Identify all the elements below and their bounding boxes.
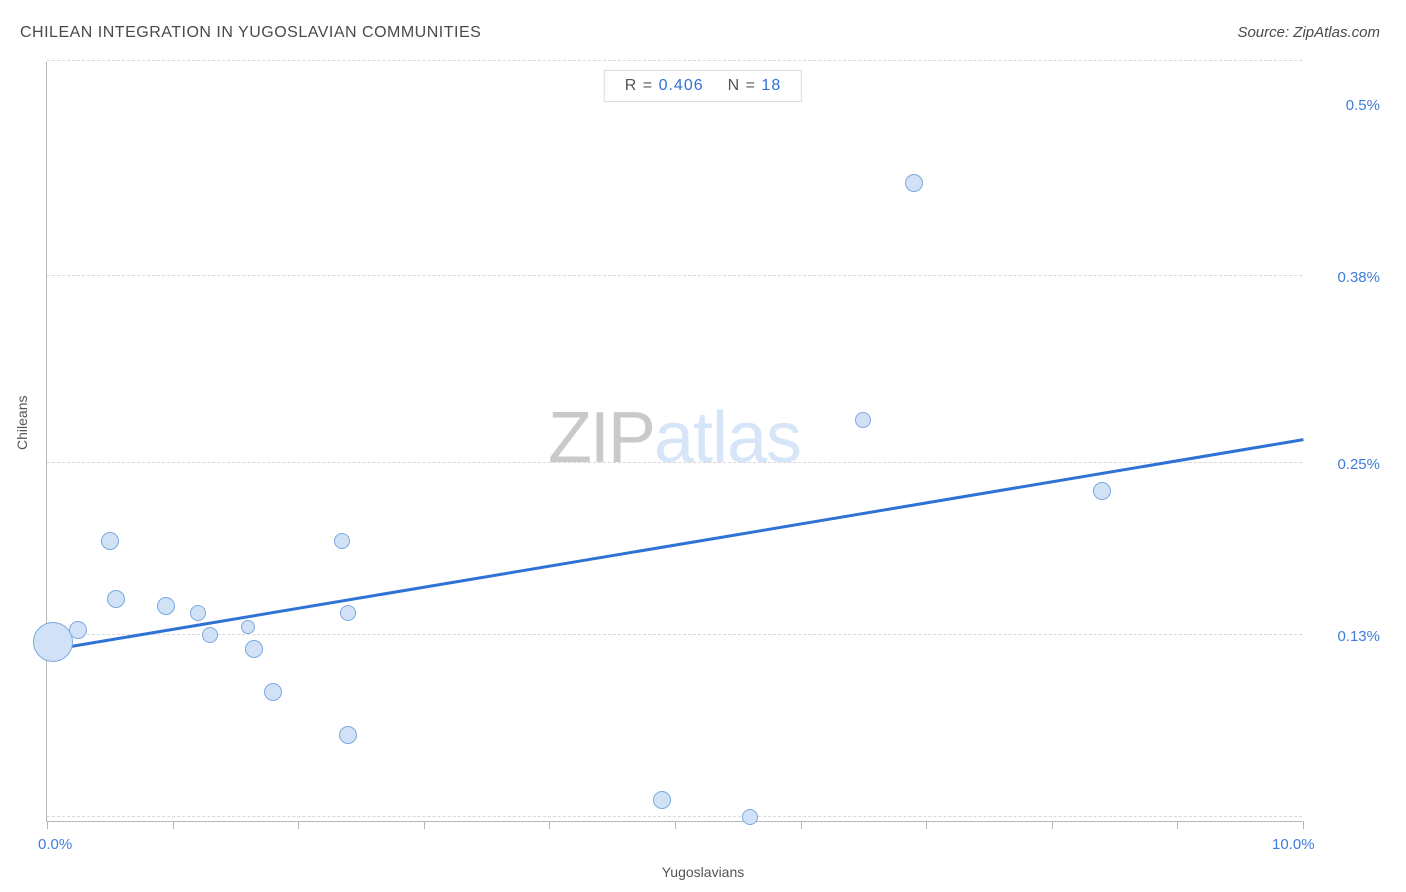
watermark-atlas: atlas bbox=[654, 397, 801, 477]
data-point bbox=[241, 620, 255, 634]
y-axis-tick-label: 0.25% bbox=[1337, 456, 1380, 473]
stat-r-value: 0.406 bbox=[659, 77, 704, 94]
y-axis-tick-label: 0.13% bbox=[1337, 628, 1380, 645]
data-point bbox=[905, 174, 923, 192]
stats-box: R = 0.406 N = 18 bbox=[604, 70, 802, 102]
x-tick bbox=[47, 821, 48, 829]
x-tick bbox=[424, 821, 425, 829]
y-axis-tick-label: 0.38% bbox=[1337, 269, 1380, 286]
data-point bbox=[157, 597, 175, 615]
data-point bbox=[107, 590, 125, 608]
x-tick bbox=[1052, 821, 1053, 829]
data-point bbox=[339, 726, 357, 744]
gridline-horizontal bbox=[47, 462, 1302, 463]
data-point bbox=[334, 533, 350, 549]
watermark: ZIPatlas bbox=[548, 396, 801, 478]
gridline-horizontal bbox=[47, 60, 1302, 61]
x-axis-label: Yugoslavians bbox=[662, 864, 745, 880]
y-axis-tick-label: 0.5% bbox=[1346, 97, 1380, 114]
data-point bbox=[69, 621, 87, 639]
data-point bbox=[202, 627, 218, 643]
x-tick bbox=[1303, 821, 1304, 829]
data-point bbox=[653, 791, 671, 809]
data-point bbox=[245, 640, 263, 658]
gridline-horizontal bbox=[47, 634, 1302, 635]
gridline-horizontal bbox=[47, 275, 1302, 276]
watermark-zip: ZIP bbox=[548, 397, 654, 477]
x-axis-tick-label: 10.0% bbox=[1272, 836, 1315, 853]
x-tick bbox=[549, 821, 550, 829]
gridline-horizontal bbox=[47, 816, 1302, 817]
source-attribution: Source: ZipAtlas.com bbox=[1237, 24, 1380, 41]
data-point bbox=[742, 809, 758, 825]
data-point bbox=[340, 605, 356, 621]
x-tick bbox=[173, 821, 174, 829]
stat-r-label: R = bbox=[625, 77, 653, 94]
x-tick bbox=[298, 821, 299, 829]
x-axis-tick-label: 0.0% bbox=[38, 836, 72, 853]
data-point bbox=[1093, 482, 1111, 500]
x-tick bbox=[801, 821, 802, 829]
data-point bbox=[33, 622, 73, 662]
stat-n-label: N = bbox=[728, 77, 756, 94]
stat-n-value: 18 bbox=[761, 77, 781, 94]
chart-title: CHILEAN INTEGRATION IN YUGOSLAVIAN COMMU… bbox=[20, 24, 481, 42]
data-point bbox=[101, 532, 119, 550]
stat-n: N = 18 bbox=[728, 77, 782, 95]
stat-r: R = 0.406 bbox=[625, 77, 704, 95]
x-tick bbox=[675, 821, 676, 829]
data-point bbox=[855, 412, 871, 428]
data-point bbox=[190, 605, 206, 621]
x-tick bbox=[1177, 821, 1178, 829]
trend-line bbox=[47, 438, 1303, 652]
y-axis-label: Chileans bbox=[14, 396, 30, 450]
data-point bbox=[264, 683, 282, 701]
x-tick bbox=[926, 821, 927, 829]
scatter-plot-area: ZIPatlas bbox=[46, 62, 1302, 822]
